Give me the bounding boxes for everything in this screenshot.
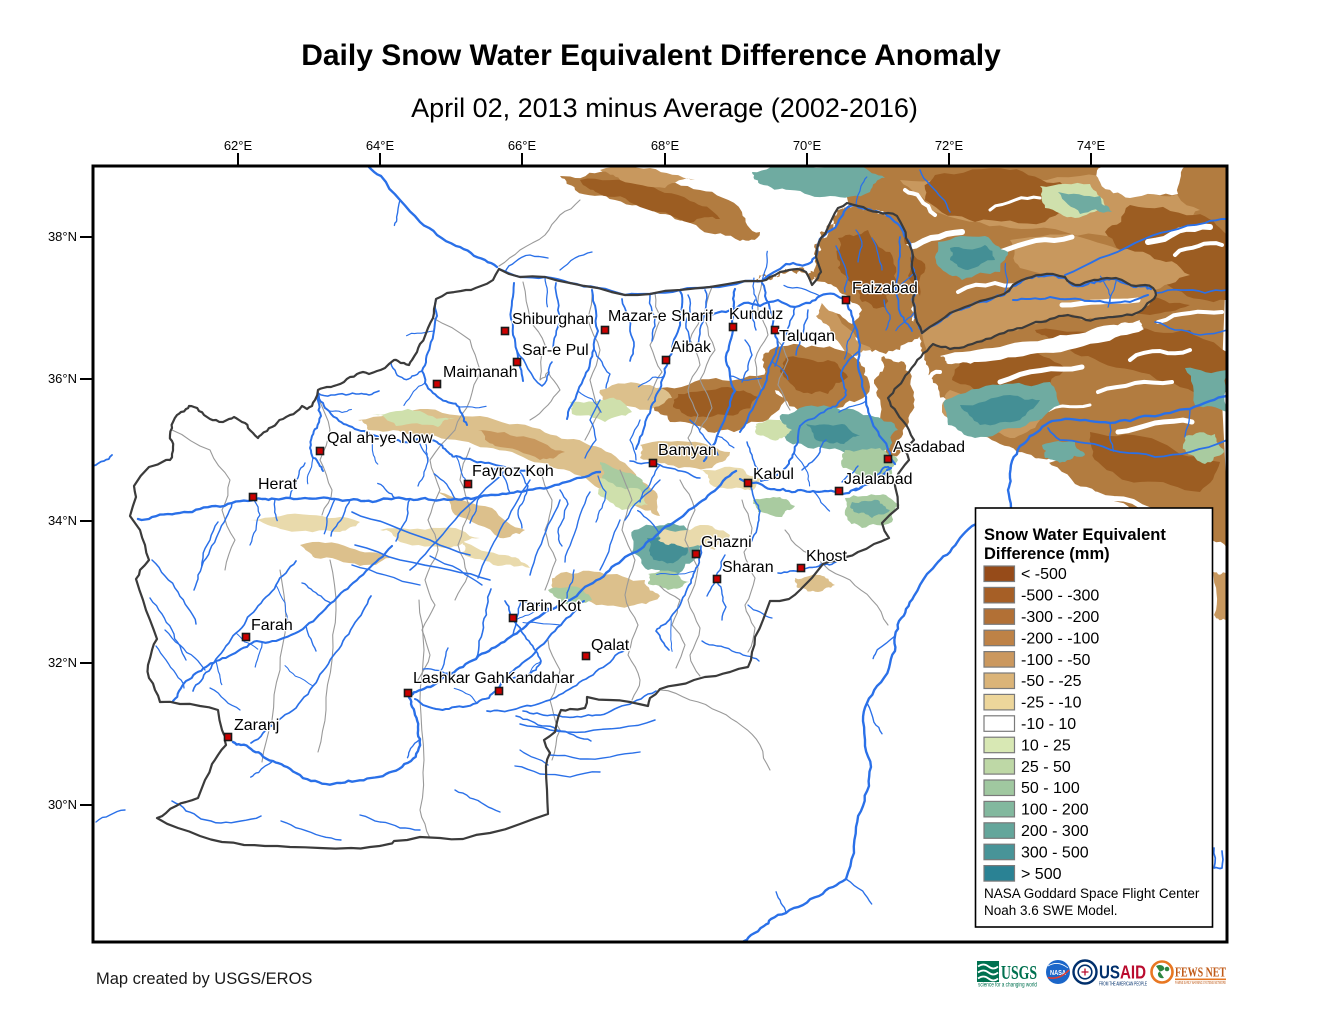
svg-text:Sar-e Pul: Sar-e Pul bbox=[522, 342, 589, 359]
svg-text:36°N: 36°N bbox=[48, 371, 77, 386]
svg-text:USAID: USAID bbox=[1099, 963, 1146, 983]
svg-text:30°N: 30°N bbox=[48, 797, 77, 812]
svg-text:Zaranj: Zaranj bbox=[234, 717, 279, 734]
svg-text:72°E: 72°E bbox=[935, 138, 964, 153]
svg-text:Ghazni: Ghazni bbox=[701, 534, 752, 551]
svg-text:Kunduz: Kunduz bbox=[729, 306, 783, 323]
svg-text:Herat: Herat bbox=[258, 476, 298, 493]
svg-text:300 - 500: 300 - 500 bbox=[1021, 844, 1089, 861]
svg-text:38°N: 38°N bbox=[48, 229, 77, 244]
svg-text:74°E: 74°E bbox=[1077, 138, 1106, 153]
svg-text:Qal ah-ye Now: Qal ah-ye Now bbox=[327, 430, 433, 447]
svg-text:-200 - -100: -200 - -100 bbox=[1021, 630, 1099, 647]
svg-text:32°N: 32°N bbox=[48, 655, 77, 670]
svg-text:Shiburghan: Shiburghan bbox=[512, 311, 594, 328]
svg-text:10 - 25: 10 - 25 bbox=[1021, 737, 1071, 754]
svg-text:70°E: 70°E bbox=[793, 138, 822, 153]
svg-text:FROM THE AMERICAN PEOPLE: FROM THE AMERICAN PEOPLE bbox=[1099, 982, 1147, 988]
svg-text:Khost: Khost bbox=[806, 548, 847, 565]
svg-text:Tarin Kot: Tarin Kot bbox=[518, 598, 582, 615]
svg-text:62°E: 62°E bbox=[224, 138, 253, 153]
svg-text:100 - 200: 100 - 200 bbox=[1021, 802, 1089, 819]
svg-text:Difference (mm): Difference (mm) bbox=[984, 545, 1110, 563]
svg-text:-100 - -50: -100 - -50 bbox=[1021, 652, 1090, 669]
svg-text:-10 - 10: -10 - 10 bbox=[1021, 716, 1076, 733]
svg-text:Taluqan: Taluqan bbox=[779, 328, 835, 345]
svg-text:66°E: 66°E bbox=[508, 138, 537, 153]
svg-text:Kabul: Kabul bbox=[753, 466, 794, 483]
svg-text:NASA Goddard Space Flight Cent: NASA Goddard Space Flight Center bbox=[984, 886, 1200, 901]
svg-text:Faizabad: Faizabad bbox=[852, 280, 918, 297]
svg-text:25 - 50: 25 - 50 bbox=[1021, 759, 1071, 776]
svg-text:50 - 100: 50 - 100 bbox=[1021, 780, 1080, 797]
svg-text:Qalat: Qalat bbox=[591, 637, 630, 654]
svg-text:FEWS NET: FEWS NET bbox=[1175, 966, 1226, 981]
svg-text:34°N: 34°N bbox=[48, 513, 77, 528]
svg-text:Fayroz Koh: Fayroz Koh bbox=[472, 463, 554, 480]
svg-text:64°E: 64°E bbox=[366, 138, 395, 153]
svg-text:68°E: 68°E bbox=[651, 138, 680, 153]
svg-text:science for a changing world: science for a changing world bbox=[978, 983, 1037, 989]
svg-text:-25 - -10: -25 - -10 bbox=[1021, 695, 1082, 712]
svg-text:Farah: Farah bbox=[251, 617, 293, 634]
svg-text:Sharan: Sharan bbox=[722, 559, 774, 576]
svg-text:-500 - -300: -500 - -300 bbox=[1021, 588, 1099, 605]
svg-text:USGS: USGS bbox=[1001, 962, 1037, 984]
svg-text:Noah 3.6 SWE Model.: Noah 3.6 SWE Model. bbox=[984, 903, 1118, 918]
svg-text:Aibak: Aibak bbox=[671, 339, 712, 356]
svg-text:< -500: < -500 bbox=[1021, 566, 1067, 583]
svg-text:Lashkar Gah: Lashkar Gah bbox=[413, 670, 505, 687]
svg-text:NASA: NASA bbox=[1050, 968, 1066, 977]
svg-text:Map created by USGS/EROS: Map created by USGS/EROS bbox=[96, 970, 312, 988]
svg-text:Snow Water Equivalent: Snow Water Equivalent bbox=[984, 526, 1166, 544]
svg-text:Mazar-e Sharif: Mazar-e Sharif bbox=[608, 308, 713, 325]
svg-text:> 500: > 500 bbox=[1021, 866, 1062, 883]
svg-text:Maimanah: Maimanah bbox=[443, 364, 518, 381]
svg-text:Jalalabad: Jalalabad bbox=[844, 471, 913, 488]
svg-text:Bamyan: Bamyan bbox=[658, 442, 717, 459]
svg-text:Asadabad: Asadabad bbox=[893, 439, 965, 456]
svg-text:200 - 300: 200 - 300 bbox=[1021, 823, 1089, 840]
svg-text:-50 - -25: -50 - -25 bbox=[1021, 673, 1082, 690]
svg-text:FAMINE EARLY WARNING SYSTEMS N: FAMINE EARLY WARNING SYSTEMS NETWORK bbox=[1175, 980, 1226, 985]
svg-text:Kandahar: Kandahar bbox=[505, 670, 575, 687]
svg-text:-300 - -200: -300 - -200 bbox=[1021, 609, 1099, 626]
